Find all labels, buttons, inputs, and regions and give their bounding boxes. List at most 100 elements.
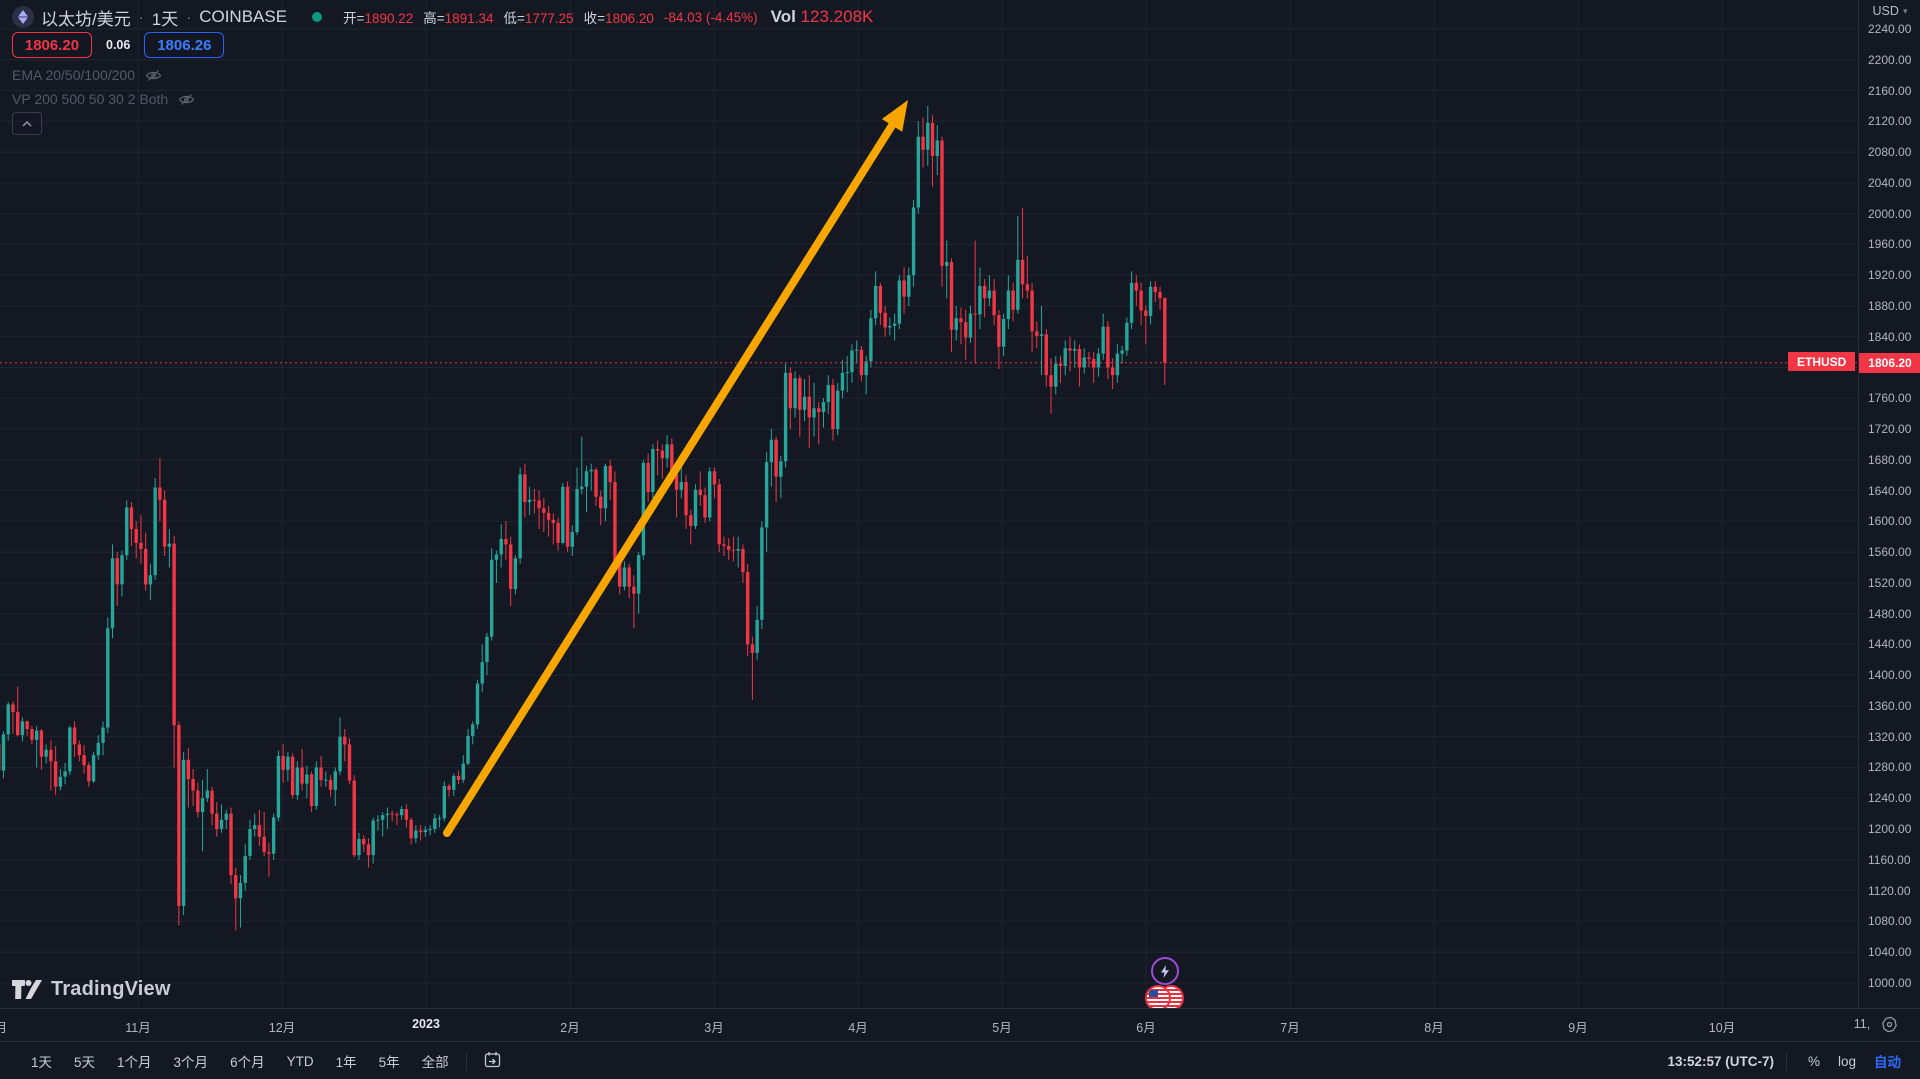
- range-button-6个月[interactable]: 6个月: [230, 1055, 265, 1070]
- eye-off-icon[interactable]: [145, 69, 162, 82]
- candle-body: [210, 790, 214, 814]
- candle-body: [1001, 319, 1006, 347]
- percent-scale-button[interactable]: %: [1807, 1053, 1820, 1069]
- candle-body: [836, 390, 840, 430]
- candle-body: [101, 727, 105, 743]
- interval[interactable]: 1天: [151, 9, 179, 29]
- chevron-up-icon: [22, 120, 32, 126]
- time-axis[interactable]: 10月 11月 12月 2023 2月 3月 4月 5月 6月 7月 8月 9月 10月 11,: [0, 1008, 1920, 1042]
- candle-body: [745, 572, 750, 645]
- range-button-1年[interactable]: 1年: [335, 1055, 357, 1070]
- sell-button[interactable]: 1806.20: [12, 32, 92, 58]
- candle-body: [442, 785, 446, 819]
- candle-body: [892, 323, 897, 326]
- candle-body: [196, 790, 200, 813]
- candle-body: [399, 809, 404, 816]
- indicator-ema[interactable]: EMA 20/50/100/200: [12, 66, 162, 84]
- event-lightning-icon[interactable]: [1151, 957, 1179, 985]
- candle-body: [722, 544, 726, 546]
- candle-body: [1068, 348, 1072, 351]
- axis-settings-button[interactable]: [1858, 1008, 1920, 1041]
- range-button-5年[interactable]: 5年: [378, 1055, 400, 1070]
- currency-selector[interactable]: USD ▾: [1859, 4, 1920, 18]
- candlestick-chart[interactable]: [0, 0, 1858, 1008]
- candle-body: [693, 489, 698, 526]
- symbol-name[interactable]: 以太坊/美元: [41, 9, 131, 29]
- candle-body: [447, 785, 451, 790]
- candle-body: [428, 829, 432, 831]
- candle-body: [395, 814, 399, 816]
- divider: [465, 1052, 467, 1070]
- buy-button[interactable]: 1806.26: [144, 32, 225, 58]
- price-tick: 1160.00: [1868, 852, 1911, 867]
- price-tick: 1360.00: [1868, 698, 1912, 713]
- candle-body: [883, 312, 887, 328]
- candle-body: [72, 727, 77, 745]
- candle-body: [91, 755, 96, 782]
- candle-body: [1091, 359, 1096, 368]
- candle-body: [807, 396, 811, 418]
- candle-body: [414, 830, 418, 839]
- candle-body: [508, 544, 513, 590]
- candle-body: [352, 780, 356, 856]
- candle-body: [1049, 375, 1053, 387]
- candle-body: [494, 554, 499, 560]
- candle-body: [300, 767, 304, 784]
- candle-body: [613, 482, 617, 563]
- range-button-YTD[interactable]: YTD: [286, 1053, 314, 1069]
- tradingview-logo[interactable]: TradingView: [12, 978, 171, 1001]
- candle-body: [731, 549, 736, 551]
- clock-readout[interactable]: 13:52:57 (UTC-7): [1667, 1053, 1774, 1069]
- candle-body: [343, 736, 347, 745]
- last-price-symbol-tag: ETHUSD: [1788, 352, 1856, 371]
- range-button-5天[interactable]: 5天: [74, 1055, 96, 1070]
- collapse-indicators-button[interactable]: [12, 112, 42, 135]
- candle-body: [286, 756, 290, 770]
- price-tick: 1920.00: [1868, 268, 1912, 283]
- candle-body: [817, 408, 821, 413]
- range-button-3个月[interactable]: 3个月: [173, 1055, 209, 1070]
- candle-body: [561, 486, 565, 543]
- candle-body: [1153, 286, 1157, 293]
- exchange[interactable]: COINBASE: [199, 7, 288, 26]
- range-button-全部[interactable]: 全部: [421, 1055, 449, 1070]
- candle-body: [1134, 282, 1139, 291]
- log-scale-button[interactable]: log: [1837, 1053, 1856, 1069]
- month-tick: 9月: [1568, 1021, 1588, 1035]
- eye-off-icon[interactable]: [178, 93, 195, 106]
- price-tick: 1080.00: [1868, 914, 1912, 929]
- eth-logo-icon[interactable]: [12, 6, 34, 28]
- divider: [1785, 1052, 1787, 1070]
- candle-body: [1110, 367, 1115, 376]
- candle-body: [6, 704, 10, 735]
- candle-body: [234, 875, 238, 899]
- price-axis[interactable]: USD ▾ 2240.00 2200.00 2160.00 2120.00 2080.0…: [1858, 0, 1920, 1008]
- trend-arrow-line[interactable]: [443, 111, 903, 837]
- indicator-vp[interactable]: VP 200 500 50 30 2 Both: [12, 90, 195, 108]
- candle-body: [826, 385, 830, 403]
- indicator-ema-label: EMA 20/50/100/200: [12, 67, 135, 83]
- month-tick: 2月: [560, 1021, 580, 1035]
- price-tick: 1200.00: [1868, 822, 1912, 837]
- market-status-dot[interactable]: [312, 12, 323, 22]
- candle-body: [783, 372, 788, 462]
- month-tick: 10月: [1708, 1021, 1736, 1035]
- go-to-date-button[interactable]: [475, 1047, 510, 1075]
- candle-body: [584, 471, 589, 487]
- event-us-flags-icon[interactable]: [1145, 985, 1184, 1011]
- candle-body: [338, 736, 342, 772]
- candle-body: [532, 499, 537, 501]
- candle-body: [1025, 284, 1030, 291]
- candle-body: [684, 482, 688, 516]
- auto-scale-button[interactable]: 自动: [1874, 1055, 1901, 1070]
- candle-body: [940, 140, 944, 266]
- price-tick: 1680.00: [1868, 452, 1912, 467]
- range-button-1天[interactable]: 1天: [31, 1055, 53, 1070]
- candle-body: [736, 549, 740, 551]
- candle-body: [968, 313, 973, 338]
- month-tick: 2023: [412, 1017, 440, 1031]
- candle-body: [205, 790, 209, 799]
- candle-body: [106, 628, 110, 728]
- spread-value: 0.06: [106, 38, 131, 52]
- range-button-1个月[interactable]: 1个月: [117, 1055, 152, 1070]
